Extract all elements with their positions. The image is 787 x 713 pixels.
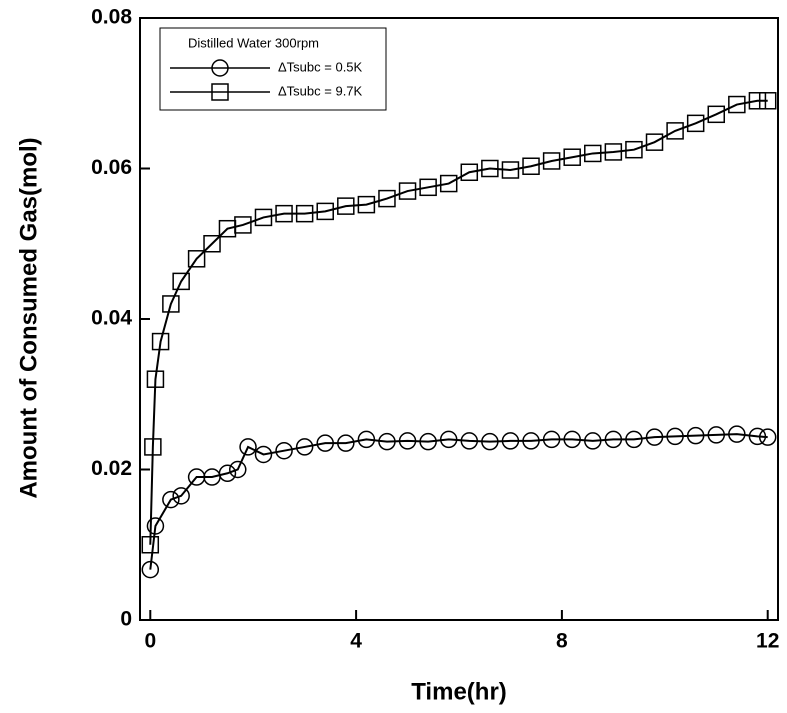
x-tick-label: 4 — [350, 630, 362, 653]
data-point — [728, 95, 746, 114]
data-point — [522, 432, 540, 450]
legend-label: ΔTsubc = 0.5K — [278, 59, 363, 74]
data-point — [584, 432, 602, 450]
legend-marker — [211, 83, 229, 101]
data-point — [141, 560, 160, 579]
data-point — [728, 425, 746, 443]
data-point — [419, 178, 437, 197]
data-point — [146, 370, 165, 388]
x-tick-label: 0 — [144, 630, 156, 653]
data-point — [645, 133, 664, 151]
data-point — [316, 202, 334, 221]
data-point — [187, 250, 206, 268]
data-point — [563, 430, 581, 449]
x-axis-title: Time(hr) — [411, 678, 507, 705]
data-point — [162, 490, 180, 509]
data-point — [378, 432, 396, 451]
data-point — [254, 445, 273, 464]
data-point — [563, 148, 581, 166]
data-point — [758, 428, 777, 446]
data-point — [234, 216, 252, 234]
data-point — [460, 163, 479, 182]
x-tick-label: 8 — [556, 630, 568, 653]
x-tick-label: 12 — [756, 630, 779, 653]
data-point — [748, 427, 767, 446]
data-point — [625, 430, 643, 449]
data-point — [141, 536, 160, 554]
data-point — [295, 438, 314, 456]
data-point — [666, 427, 684, 446]
data-point — [203, 235, 221, 253]
data-point — [275, 441, 293, 460]
data-point — [254, 208, 273, 227]
data-point — [146, 517, 165, 535]
data-point — [218, 464, 237, 483]
y-tick-label: 0.04 — [91, 307, 132, 330]
data-point — [758, 92, 777, 110]
data-point — [666, 122, 684, 140]
y-axis-title: Amount of Consumed Gas(mol) — [15, 137, 42, 498]
data-point — [481, 159, 499, 178]
data-point — [337, 197, 355, 215]
data-point — [645, 428, 664, 446]
data-point — [748, 92, 767, 110]
data-point — [439, 430, 458, 449]
data-point — [337, 434, 355, 452]
y-tick-label: 0.02 — [91, 457, 132, 480]
data-point — [542, 430, 561, 449]
data-point — [542, 152, 561, 170]
data-point — [239, 438, 257, 456]
data-point — [144, 438, 162, 456]
series-line — [149, 99, 768, 545]
legend-title: Distilled Water 300rpm — [188, 35, 319, 50]
data-point — [584, 144, 602, 163]
data-point — [316, 434, 334, 452]
data-point — [398, 182, 417, 200]
data-point — [151, 332, 170, 351]
data-point — [501, 161, 520, 179]
data-point — [604, 143, 623, 161]
data-point — [357, 195, 376, 214]
data-point — [686, 114, 705, 133]
data-point — [686, 426, 705, 445]
data-point — [707, 426, 726, 444]
y-tick-label: 0.08 — [91, 6, 132, 29]
data-point — [275, 204, 293, 223]
data-point — [295, 204, 314, 223]
data-point — [439, 174, 458, 193]
data-point — [398, 432, 417, 450]
data-point — [604, 430, 623, 449]
data-point — [229, 460, 247, 479]
data-point — [625, 140, 643, 159]
y-tick-label: 0 — [120, 608, 132, 631]
data-point — [522, 157, 540, 175]
y-tick-label: 0.06 — [91, 156, 132, 179]
data-point — [707, 105, 726, 124]
data-point — [501, 432, 520, 450]
legend-marker — [211, 59, 229, 77]
data-point — [419, 432, 437, 451]
legend-label: ΔTsubc = 9.7K — [278, 83, 363, 98]
data-point — [162, 295, 180, 313]
data-point — [172, 487, 190, 505]
data-point — [481, 432, 499, 451]
series-line — [149, 433, 768, 570]
data-point — [172, 272, 190, 291]
data-point — [460, 432, 479, 450]
data-point — [357, 430, 376, 449]
data-point — [378, 189, 396, 208]
legend-box — [159, 27, 387, 111]
